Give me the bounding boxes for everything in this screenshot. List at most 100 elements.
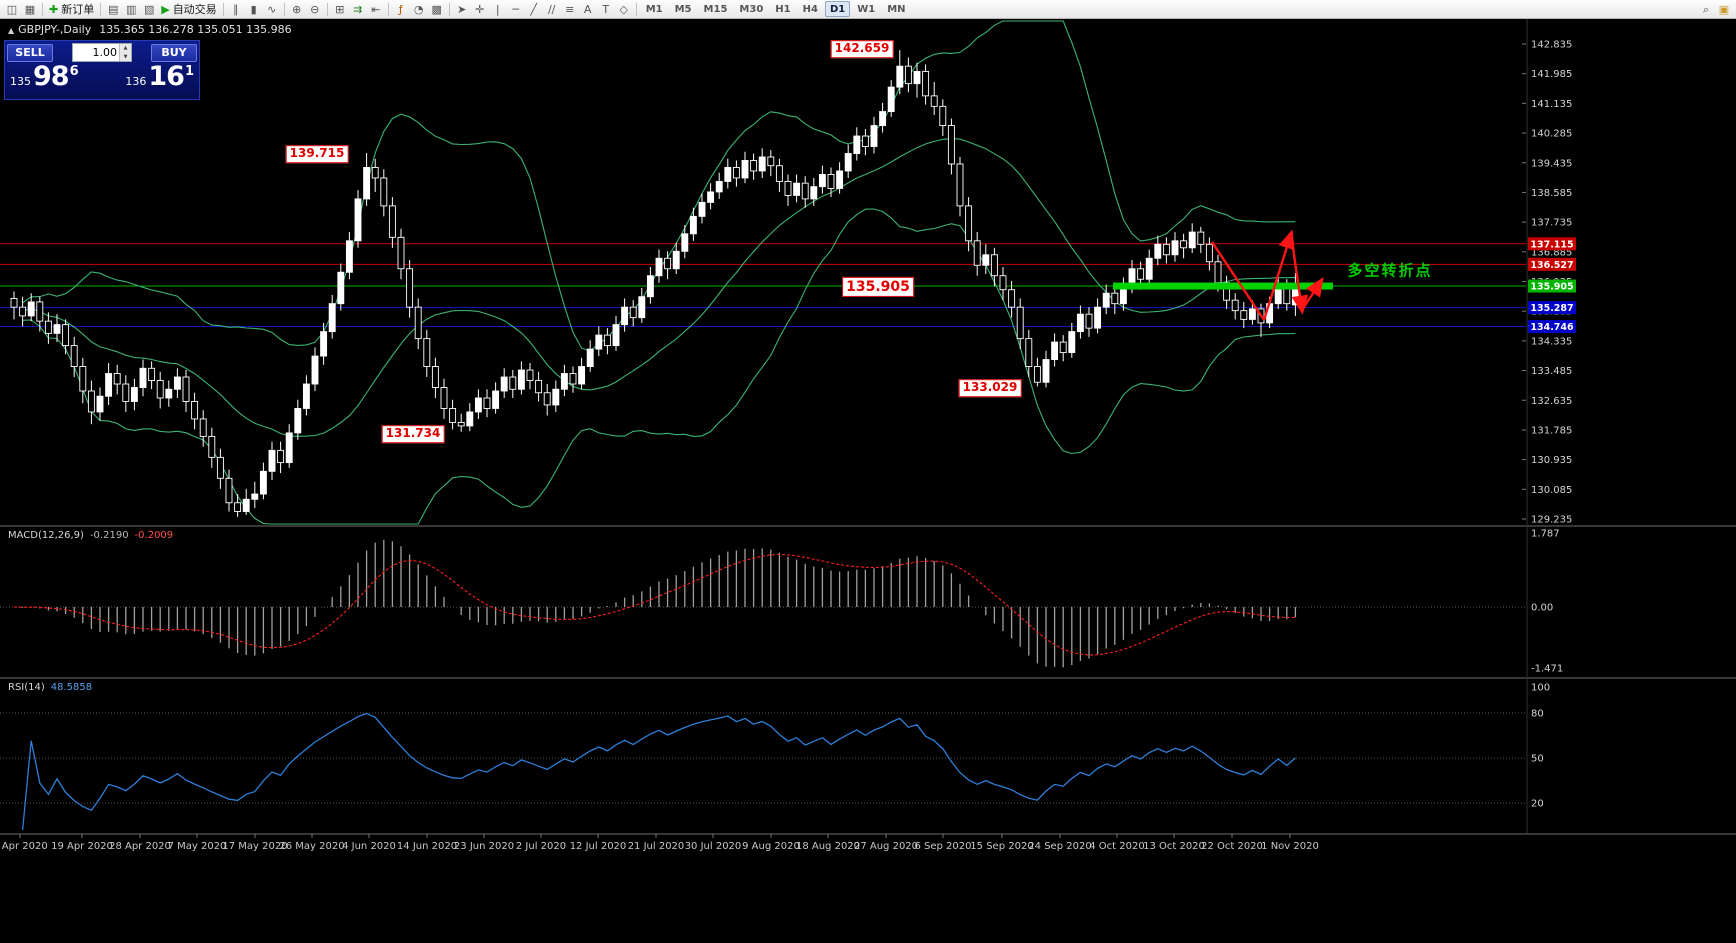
trend-arrow[interactable] — [1211, 241, 1265, 321]
trendline-icon[interactable]: ╱ — [525, 1, 543, 18]
new-order-button[interactable]: ✚ 新订单 — [46, 1, 97, 18]
price-axis-label: 141.135 — [1531, 99, 1572, 110]
macd-axis-label: -1.471 — [1531, 663, 1563, 674]
candle-body — [96, 395, 104, 413]
vertical-line-icon[interactable]: | — [489, 1, 507, 18]
timeframe-h1[interactable]: H1 — [770, 1, 795, 17]
candle-body — [973, 240, 981, 266]
candle-body — [767, 156, 775, 167]
time-axis-label: 24 Sep 2020 — [1028, 841, 1091, 852]
timeframe-m1[interactable]: M1 — [641, 1, 668, 17]
text-icon[interactable]: A — [579, 1, 597, 18]
candle-body — [492, 390, 500, 409]
market-watch-icon: ▤ — [108, 2, 119, 16]
price-axis-label: 138.585 — [1531, 188, 1572, 199]
candle-body — [380, 177, 388, 207]
quick-search-icon[interactable]: ⌕ — [1697, 1, 1715, 18]
buy-button[interactable]: BUY — [151, 43, 197, 62]
lot-size-input[interactable]: 1.00 ▲ ▼ — [72, 43, 132, 62]
data-window-icon[interactable]: ▥ — [122, 1, 140, 18]
trend-arrow[interactable] — [1300, 276, 1324, 311]
price-tag-label: 137.115 — [1530, 239, 1573, 250]
candle-body — [887, 86, 895, 113]
collapse-panel-arrow[interactable]: ▲ — [8, 26, 15, 35]
indicators-icon[interactable]: ƒ — [392, 1, 410, 18]
rsi-label: RSI(14) 48.5858 — [8, 682, 92, 693]
community-icon[interactable]: ▣ — [1715, 1, 1733, 18]
profiles-icon[interactable]: ▦ — [21, 1, 39, 18]
lot-value[interactable]: 1.00 — [92, 46, 118, 59]
auto-scroll-icon[interactable]: ⇉ — [349, 1, 367, 18]
timeframe-mn[interactable]: MN — [882, 1, 910, 17]
candle-body — [672, 250, 680, 270]
price-tag-label: 135.905 — [1530, 282, 1573, 293]
bar-chart-icon[interactable]: ∥ — [227, 1, 245, 18]
toolbar-left-group: ◫ ▦ ✚ 新订单 ▤ ▥ ▧ ▶ 自动交易 ∥ ▮ ∿ ⊕ ⊖ ⊞ ⇉ ⇤ ƒ ◔ ▩ ➤ ✛ | ─ ╱ ∕∕ ≡ A T ◇ — [3, 1, 640, 18]
support-zone[interactable] — [1113, 282, 1333, 290]
zoom-in-icon[interactable]: ⊕ — [288, 1, 306, 18]
zoom-out-icon[interactable]: ⊖ — [306, 1, 324, 18]
line-chart-icon[interactable]: ∿ — [263, 1, 281, 18]
horizontal-line-icon[interactable]: ─ — [507, 1, 525, 18]
navigator-icon[interactable]: ▧ — [140, 1, 158, 18]
candlestick-chart-icon: ▮ — [250, 2, 257, 16]
sell-button[interactable]: SELL — [7, 43, 53, 62]
sell-price[interactable]: 135 98 6 — [10, 63, 79, 90]
buy-price[interactable]: 136 16 1 — [125, 63, 194, 90]
zoom-out-icon: ⊖ — [310, 2, 320, 16]
lot-down-icon[interactable]: ▼ — [120, 52, 131, 61]
price-tag — [1528, 301, 1576, 315]
timeframe-d1[interactable]: D1 — [824, 1, 851, 17]
autotrading-button[interactable]: ▶ 自动交易 — [158, 1, 219, 18]
cursor-icon[interactable]: ➤ — [453, 1, 471, 18]
candlestick-chart-icon[interactable]: ▮ — [245, 1, 263, 18]
sell-price-pip: 6 — [69, 64, 79, 79]
timeframe-m15[interactable]: M15 — [699, 1, 733, 17]
candle-body — [1248, 308, 1256, 320]
rsi-axis-label: 20 — [1531, 799, 1544, 810]
quick-search-icon: ⌕ — [1702, 2, 1710, 16]
candle-body — [526, 369, 534, 381]
chart-shift-icon[interactable]: ⇤ — [367, 1, 385, 18]
time-axis-label: 12 Jul 2020 — [570, 841, 627, 852]
templates-icon[interactable]: ▩ — [428, 1, 446, 18]
candle-body — [70, 345, 78, 367]
price-tag — [1528, 279, 1576, 293]
lot-up-icon[interactable]: ▲ — [120, 44, 131, 53]
candle-body — [466, 411, 474, 427]
candle-body — [896, 65, 904, 88]
timeframe-m30[interactable]: M30 — [734, 1, 768, 17]
timeframe-m5[interactable]: M5 — [670, 1, 697, 17]
timeframe-h4[interactable]: H4 — [798, 1, 823, 17]
ohlc-values: 135.365 136.278 135.051 135.986 — [99, 23, 292, 36]
candle-body — [1076, 313, 1084, 333]
timeframe-w1[interactable]: W1 — [852, 1, 880, 17]
label-icon[interactable]: T — [597, 1, 615, 18]
time-axis-label: 13 Oct 2020 — [1143, 841, 1205, 852]
fibonacci-icon: ≡ — [565, 2, 575, 16]
periods-icon[interactable]: ◔ — [410, 1, 428, 18]
candle-body — [311, 355, 319, 385]
fibonacci-icon[interactable]: ≡ — [561, 1, 579, 18]
tile-windows-icon[interactable]: ⊞ — [331, 1, 349, 18]
trend-arrow[interactable] — [1262, 229, 1295, 321]
channel-icon[interactable]: ∕∕ — [543, 1, 561, 18]
crosshair-icon[interactable]: ✛ — [471, 1, 489, 18]
trend-arrow[interactable] — [1289, 233, 1309, 315]
candle-body — [646, 275, 654, 298]
candle-body — [784, 180, 792, 196]
candle-body — [87, 390, 95, 413]
new-chart-icon[interactable]: ◫ — [3, 1, 21, 18]
candle-body — [1102, 292, 1110, 308]
time-axis-label: 26 May 2020 — [279, 841, 344, 852]
shapes-icon[interactable]: ◇ — [615, 1, 633, 18]
market-watch-icon[interactable]: ▤ — [104, 1, 122, 18]
candle-body — [707, 191, 715, 203]
price-axis-label: 130.085 — [1531, 485, 1572, 496]
candle-body — [431, 366, 439, 388]
macd-axis-label: 1.787 — [1531, 529, 1560, 540]
candle-body — [1111, 292, 1119, 305]
price-axis-label: 131.785 — [1531, 425, 1572, 436]
candle-body — [698, 201, 706, 217]
